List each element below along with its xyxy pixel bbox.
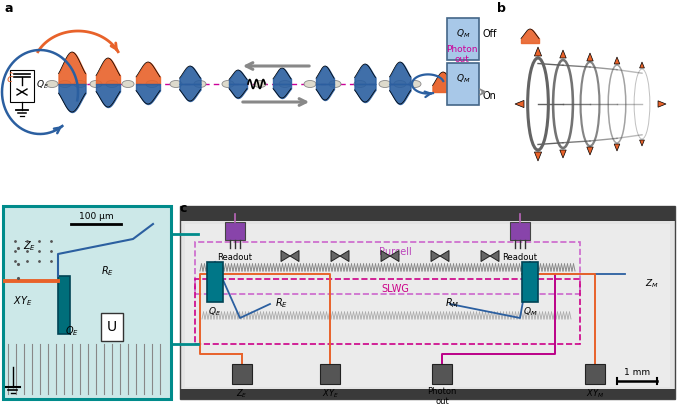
Text: $Q_E$: $Q_E$ bbox=[36, 79, 49, 91]
Polygon shape bbox=[431, 250, 440, 261]
Bar bbox=[195, 279, 580, 344]
FancyBboxPatch shape bbox=[447, 63, 479, 105]
Polygon shape bbox=[614, 144, 620, 151]
Text: $Q_M$: $Q_M$ bbox=[456, 28, 470, 40]
Polygon shape bbox=[587, 53, 593, 61]
Bar bbox=[58, 276, 70, 334]
Text: $Z_E$: $Z_E$ bbox=[236, 387, 248, 400]
Text: Photon
out: Photon out bbox=[427, 387, 457, 404]
Polygon shape bbox=[614, 57, 620, 64]
Bar bbox=[225, 222, 245, 240]
Text: $XY_E$: $XY_E$ bbox=[13, 294, 32, 308]
Polygon shape bbox=[481, 250, 490, 261]
Ellipse shape bbox=[279, 80, 291, 88]
Polygon shape bbox=[560, 50, 566, 58]
Text: Purcell: Purcell bbox=[379, 247, 412, 257]
Ellipse shape bbox=[222, 80, 234, 88]
Text: a: a bbox=[5, 2, 14, 15]
Polygon shape bbox=[560, 150, 566, 158]
Text: $Q_M$: $Q_M$ bbox=[456, 73, 470, 85]
Polygon shape bbox=[340, 250, 349, 261]
Text: $R_E$: $R_E$ bbox=[101, 264, 114, 278]
Ellipse shape bbox=[46, 80, 58, 88]
Polygon shape bbox=[390, 250, 399, 261]
Ellipse shape bbox=[74, 80, 86, 88]
Ellipse shape bbox=[354, 80, 366, 88]
Polygon shape bbox=[290, 250, 299, 261]
Text: Readout: Readout bbox=[218, 253, 253, 262]
Polygon shape bbox=[490, 250, 499, 261]
Text: $Q_E$: $Q_E$ bbox=[208, 306, 221, 318]
Polygon shape bbox=[640, 62, 645, 68]
Polygon shape bbox=[534, 152, 542, 161]
Polygon shape bbox=[658, 101, 666, 107]
Bar bbox=[180, 206, 675, 399]
Ellipse shape bbox=[304, 80, 316, 88]
Text: 100 μm: 100 μm bbox=[79, 212, 113, 221]
Polygon shape bbox=[440, 250, 449, 261]
Text: $Z_M$: $Z_M$ bbox=[645, 278, 659, 290]
Bar bbox=[3, 206, 171, 399]
Bar bbox=[185, 224, 670, 387]
Text: $Q_M$: $Q_M$ bbox=[523, 306, 537, 318]
Ellipse shape bbox=[394, 80, 406, 88]
Polygon shape bbox=[534, 47, 542, 56]
Polygon shape bbox=[515, 101, 524, 107]
Text: b: b bbox=[497, 2, 506, 15]
Text: $XY_E$: $XY_E$ bbox=[321, 387, 338, 400]
Text: Off: Off bbox=[483, 29, 497, 39]
Ellipse shape bbox=[329, 80, 341, 88]
Text: $Q_E$: $Q_E$ bbox=[65, 324, 79, 338]
Ellipse shape bbox=[122, 80, 134, 88]
Ellipse shape bbox=[194, 80, 206, 88]
Bar bbox=[522, 262, 538, 302]
Bar bbox=[180, 206, 675, 221]
Polygon shape bbox=[331, 250, 340, 261]
FancyBboxPatch shape bbox=[447, 18, 479, 60]
Bar bbox=[320, 364, 340, 384]
Bar bbox=[101, 313, 123, 341]
Text: $R_E$: $R_E$ bbox=[275, 296, 288, 310]
Polygon shape bbox=[381, 250, 390, 261]
Text: Readout: Readout bbox=[503, 253, 538, 262]
Polygon shape bbox=[640, 140, 645, 146]
Bar bbox=[585, 364, 605, 384]
Ellipse shape bbox=[146, 80, 158, 88]
Text: $XY_M$: $XY_M$ bbox=[586, 387, 604, 400]
Bar bbox=[180, 389, 675, 399]
Bar bbox=[195, 242, 580, 294]
Text: 1 mm: 1 mm bbox=[624, 368, 650, 377]
Text: $R_M$: $R_M$ bbox=[445, 296, 460, 310]
Text: Photon
out: Photon out bbox=[446, 44, 477, 64]
Bar bbox=[232, 364, 252, 384]
Bar bbox=[207, 262, 223, 302]
Text: On: On bbox=[483, 91, 497, 101]
Ellipse shape bbox=[409, 80, 421, 88]
Bar bbox=[10, 70, 34, 102]
Ellipse shape bbox=[106, 80, 118, 88]
Ellipse shape bbox=[90, 80, 102, 88]
Text: SLWG: SLWG bbox=[382, 284, 409, 294]
Text: c: c bbox=[180, 202, 188, 215]
Ellipse shape bbox=[59, 80, 71, 88]
Polygon shape bbox=[281, 250, 290, 261]
Polygon shape bbox=[587, 147, 593, 155]
Text: $Z_E$: $Z_E$ bbox=[23, 239, 36, 253]
Text: $\hat{c}$: $\hat{c}$ bbox=[6, 71, 14, 85]
Bar bbox=[510, 222, 530, 240]
Ellipse shape bbox=[254, 80, 266, 88]
Text: U: U bbox=[107, 320, 117, 334]
Ellipse shape bbox=[379, 80, 391, 88]
Bar bbox=[432, 364, 452, 384]
Ellipse shape bbox=[170, 80, 182, 88]
